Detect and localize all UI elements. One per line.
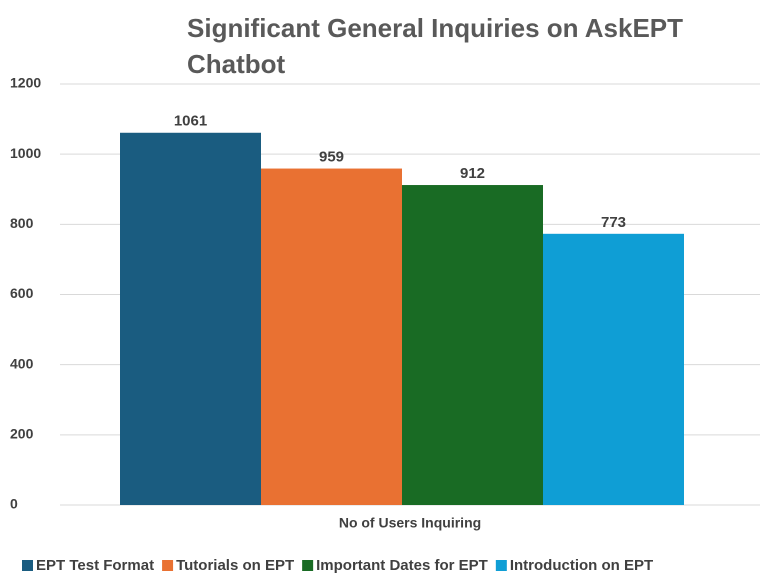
bar <box>120 132 261 505</box>
y-tick-label: 1200 <box>10 75 41 91</box>
y-tick-label: 400 <box>10 355 34 371</box>
legend-swatch <box>302 560 314 571</box>
y-tick-label: 800 <box>10 215 34 231</box>
value-label: 959 <box>319 149 344 166</box>
bar <box>261 168 402 505</box>
legend-swatch <box>22 560 33 571</box>
y-tick-label: 1000 <box>10 145 41 161</box>
value-label: 912 <box>460 165 485 182</box>
y-tick-label: 0 <box>10 496 18 512</box>
x-tick-label: No of Users Inquiring <box>339 515 481 531</box>
bar <box>543 233 684 505</box>
bar <box>402 185 543 506</box>
legend-label: Important Dates for EPT <box>316 557 488 574</box>
chart-title: Significant General Inquiries on AskEPT … <box>187 13 684 79</box>
y-tick-label: 600 <box>10 285 34 301</box>
value-label: 773 <box>601 214 626 231</box>
legend-swatch <box>162 560 174 571</box>
value-label: 1061 <box>174 113 207 130</box>
legend-swatch <box>495 560 507 571</box>
y-tick-label: 200 <box>10 426 34 442</box>
legend-label: EPT Test Format <box>36 557 154 574</box>
legend-label: Tutorials on EPT <box>176 557 294 574</box>
legend-label: Introduction on EPT <box>510 557 653 574</box>
